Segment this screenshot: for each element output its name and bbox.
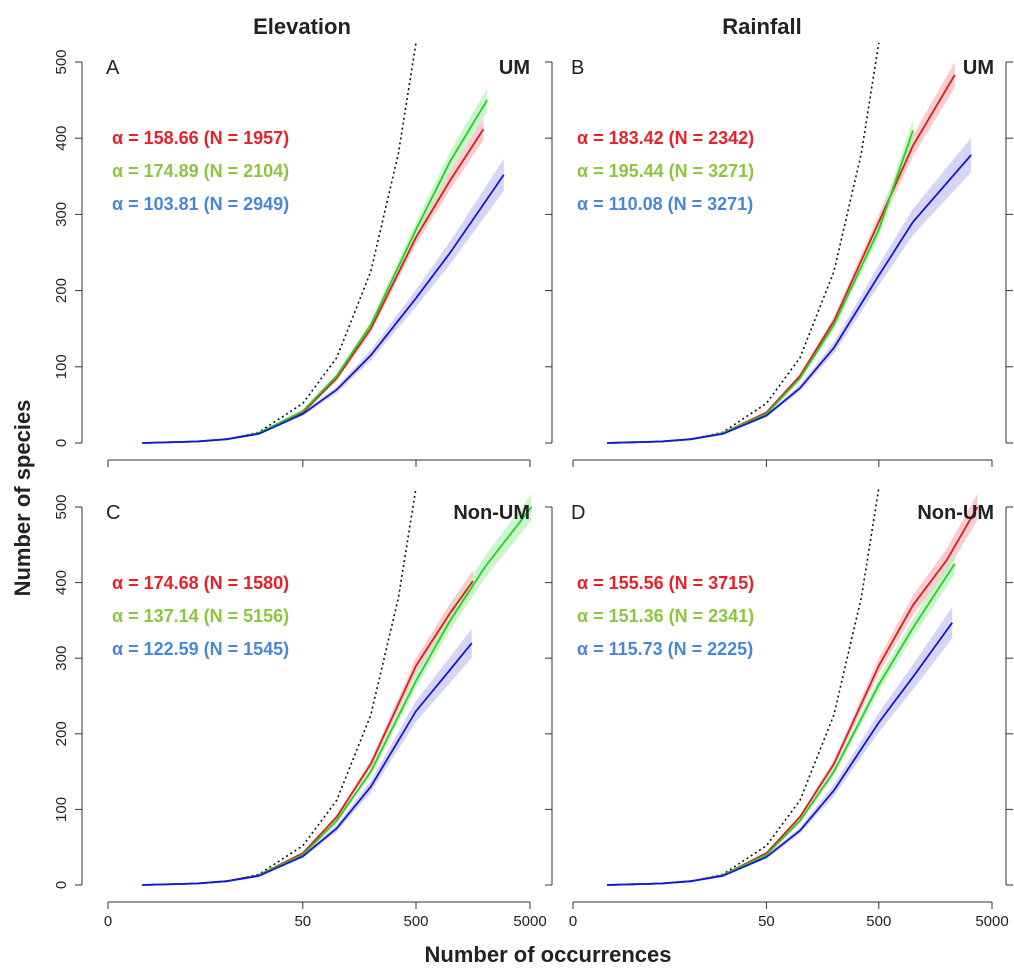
y-tick-label-right: 0 <box>1011 881 1014 889</box>
column-title-rainfall: Rainfall <box>722 14 801 39</box>
reference-curve <box>142 42 417 444</box>
y-tick-label-right: 400 <box>1011 570 1014 595</box>
y-tick-label-right: 100 <box>1011 354 1014 379</box>
y-tick-label-right: 500 <box>1011 49 1014 74</box>
x-tick-label: 500 <box>866 913 891 930</box>
y-tick-label-right: 0 <box>1011 439 1014 447</box>
panel-tag: Non-UM <box>453 502 530 524</box>
y-tick-label: 0 <box>53 439 70 447</box>
stat-label-blue: α = 122.59 (N = 1545) <box>112 639 289 659</box>
y-tick-label: 500 <box>53 49 70 74</box>
x-axis-title: Number of occurrences <box>425 942 672 967</box>
panel-a: 0 100 200 300 400 500 A UM α = 158.66 (N = 1957)… <box>53 42 531 467</box>
y-tick-label-right: 200 <box>1011 721 1014 746</box>
x-tick-label: 50 <box>294 913 311 930</box>
x-tick-label: 0 <box>569 913 577 930</box>
reference-curve <box>142 487 417 886</box>
y-tick-label: 300 <box>53 202 70 227</box>
panel-d: 01002003004005000505005000DNon-UMα = 155… <box>545 487 1014 930</box>
y-tick-label: 200 <box>53 278 70 303</box>
confidence-band-red <box>607 62 955 443</box>
stat-label-red: α = 158.66 (N = 1957) <box>112 128 289 148</box>
y-tick-label: 400 <box>53 570 70 595</box>
series-line-blue <box>607 154 972 444</box>
panel-letter: C <box>106 502 120 524</box>
y-tick-label: 100 <box>53 797 70 822</box>
series-line-red <box>142 580 474 886</box>
stat-label-green: α = 137.14 (N = 5156) <box>112 606 289 626</box>
panel-letter: D <box>571 502 585 524</box>
x-tick-label: 5000 <box>513 913 546 930</box>
y-tick-label: 500 <box>53 494 70 519</box>
panel-letter: B <box>571 57 584 79</box>
y-tick-label-right: 300 <box>1011 646 1014 671</box>
series-line-blue <box>142 642 473 886</box>
panel-tag: UM <box>499 57 530 79</box>
stat-label-blue: α = 115.73 (N = 2225) <box>577 639 753 659</box>
panel-tag: UM <box>963 57 994 79</box>
y-tick-label-right: 400 <box>1011 126 1014 151</box>
y-axis-title: Number of species <box>10 400 35 597</box>
y-tick-label-right: 100 <box>1011 797 1014 822</box>
y-tick-label: 400 <box>53 126 70 151</box>
y-tick-label: 200 <box>53 721 70 746</box>
y-tick-label: 100 <box>53 354 70 379</box>
panel-tag: Non-UM <box>917 502 994 524</box>
y-tick-label-right: 300 <box>1011 202 1014 227</box>
y-tick-label: 0 <box>53 881 70 889</box>
stat-label-red: α = 174.68 (N = 1580) <box>112 573 289 593</box>
y-tick-label-right: 500 <box>1011 494 1014 519</box>
confidence-band-green <box>607 552 955 885</box>
stat-label-blue: α = 110.08 (N = 3271) <box>577 194 753 214</box>
stat-label-red: α = 183.42 (N = 2342) <box>577 128 754 148</box>
y-tick-label: 300 <box>53 646 70 671</box>
stat-label-green: α = 174.89 (N = 2104) <box>112 161 289 181</box>
x-tick-label: 5000 <box>975 913 1008 930</box>
reference-curve <box>607 487 880 886</box>
panel-b: 0 100 200 300 400 500 B UM α = 183.42 (N = 2342)… <box>545 42 1014 467</box>
reference-curve <box>607 42 880 444</box>
column-title-elevation: Elevation <box>253 14 351 39</box>
x-tick-label: 0 <box>104 913 112 930</box>
stat-label-green: α = 151.36 (N = 2341) <box>577 606 754 626</box>
stat-label-red: α = 155.56 (N = 3715) <box>577 573 754 593</box>
panel-letter: A <box>106 57 120 79</box>
x-tick-label: 50 <box>758 913 775 930</box>
series-line-blue <box>607 622 953 886</box>
stat-label-blue: α = 103.81 (N = 2949) <box>112 194 289 214</box>
series-line-blue <box>142 174 505 444</box>
stat-label-green: α = 195.44 (N = 3271) <box>577 161 754 181</box>
x-tick-label: 500 <box>403 913 428 930</box>
y-tick-label-right: 200 <box>1011 278 1014 303</box>
